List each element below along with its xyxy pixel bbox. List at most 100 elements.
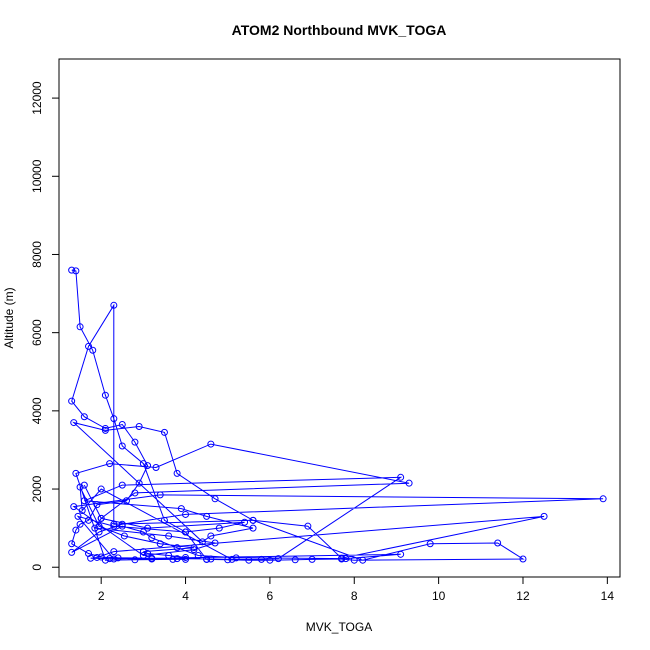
data-point [139, 460, 147, 468]
x-axis-label: MVK_TOGA [306, 620, 372, 634]
x-tick-label: 2 [98, 589, 105, 603]
y-tick-label: 6000 [30, 319, 44, 346]
data-point [139, 548, 147, 556]
data-point [101, 391, 109, 399]
data-point [101, 556, 109, 564]
data-point [224, 556, 232, 564]
data-point [68, 540, 76, 548]
data-point [249, 516, 257, 524]
data-point [135, 479, 143, 487]
series-layer [68, 266, 607, 564]
data-point [110, 520, 118, 528]
y-tick-label: 2000 [30, 475, 44, 502]
data-point [211, 495, 219, 503]
data-point [76, 483, 84, 491]
y-tick-label: 8000 [30, 241, 44, 268]
data-point [110, 555, 118, 563]
data-point [203, 555, 211, 563]
data-point [118, 522, 126, 530]
data-point [182, 510, 190, 518]
data-point [118, 481, 126, 489]
data-point [228, 555, 236, 563]
data-point [144, 550, 152, 558]
data-point [291, 556, 299, 564]
x-tick-label: 8 [351, 589, 358, 603]
data-point [131, 438, 139, 446]
data-point [101, 424, 109, 432]
data-point [304, 522, 312, 530]
data-point [80, 481, 88, 489]
y-tick-label: 12000 [30, 81, 44, 115]
data-point [241, 518, 249, 526]
data-point [110, 522, 118, 530]
chart-title: ATOM2 Northbound MVK_TOGA [232, 22, 447, 38]
data-point [118, 520, 126, 528]
x-tick-label: 10 [432, 589, 446, 603]
data-point [85, 342, 93, 350]
data-point [274, 555, 282, 563]
data-point [245, 556, 253, 564]
data-point [257, 555, 265, 563]
data-point [135, 422, 143, 430]
y-axis: 0 2000 4000 6000 8000 10000 12000 [30, 81, 60, 571]
data-point [494, 539, 502, 547]
data-point [182, 528, 190, 536]
data-point [139, 551, 147, 559]
data-point [156, 540, 164, 548]
data-point [131, 489, 139, 497]
y-tick-label: 0 [30, 564, 44, 571]
series-line [71, 269, 604, 561]
data-point [74, 512, 82, 520]
y-tick-label: 10000 [30, 159, 44, 193]
data-point [114, 554, 122, 562]
data-point [87, 554, 95, 562]
data-point [599, 495, 607, 503]
data-point [110, 301, 118, 309]
data-point [76, 323, 84, 331]
data-point [308, 555, 316, 563]
data-point [95, 528, 103, 536]
data-point [97, 514, 105, 522]
data-point [106, 460, 114, 468]
data-point [156, 491, 164, 499]
data-point [540, 512, 548, 520]
data-point [397, 550, 405, 558]
data-point [70, 419, 78, 427]
data-point [338, 554, 346, 562]
data-point [68, 266, 76, 274]
data-point [68, 397, 76, 405]
data-point [359, 556, 367, 564]
data-point [93, 501, 101, 509]
data-point [405, 479, 413, 487]
y-axis-label: Altitude (m) [2, 287, 16, 348]
data-point [148, 555, 156, 563]
data-point [350, 556, 358, 564]
data-point [211, 539, 219, 547]
data-point [122, 497, 130, 505]
data-point [397, 473, 405, 481]
data-point [139, 528, 147, 536]
data-point [190, 544, 198, 552]
x-tick-label: 14 [601, 589, 615, 603]
data-point [68, 548, 76, 556]
data-point [177, 505, 185, 513]
data-point [101, 426, 109, 434]
data-point [203, 512, 211, 520]
data-point [165, 551, 173, 559]
data-point [118, 421, 126, 429]
data-point [97, 485, 105, 493]
data-point [519, 555, 527, 563]
data-point [152, 464, 160, 472]
data-point [342, 555, 350, 563]
data-point [76, 520, 84, 528]
data-point [173, 544, 181, 552]
data-point [72, 526, 80, 534]
data-point [91, 524, 99, 532]
data-point [89, 346, 97, 354]
data-point [198, 538, 206, 546]
data-point [207, 555, 215, 563]
data-point [232, 554, 240, 562]
x-tick-label: 12 [516, 589, 530, 603]
y-tick-label: 4000 [30, 397, 44, 424]
